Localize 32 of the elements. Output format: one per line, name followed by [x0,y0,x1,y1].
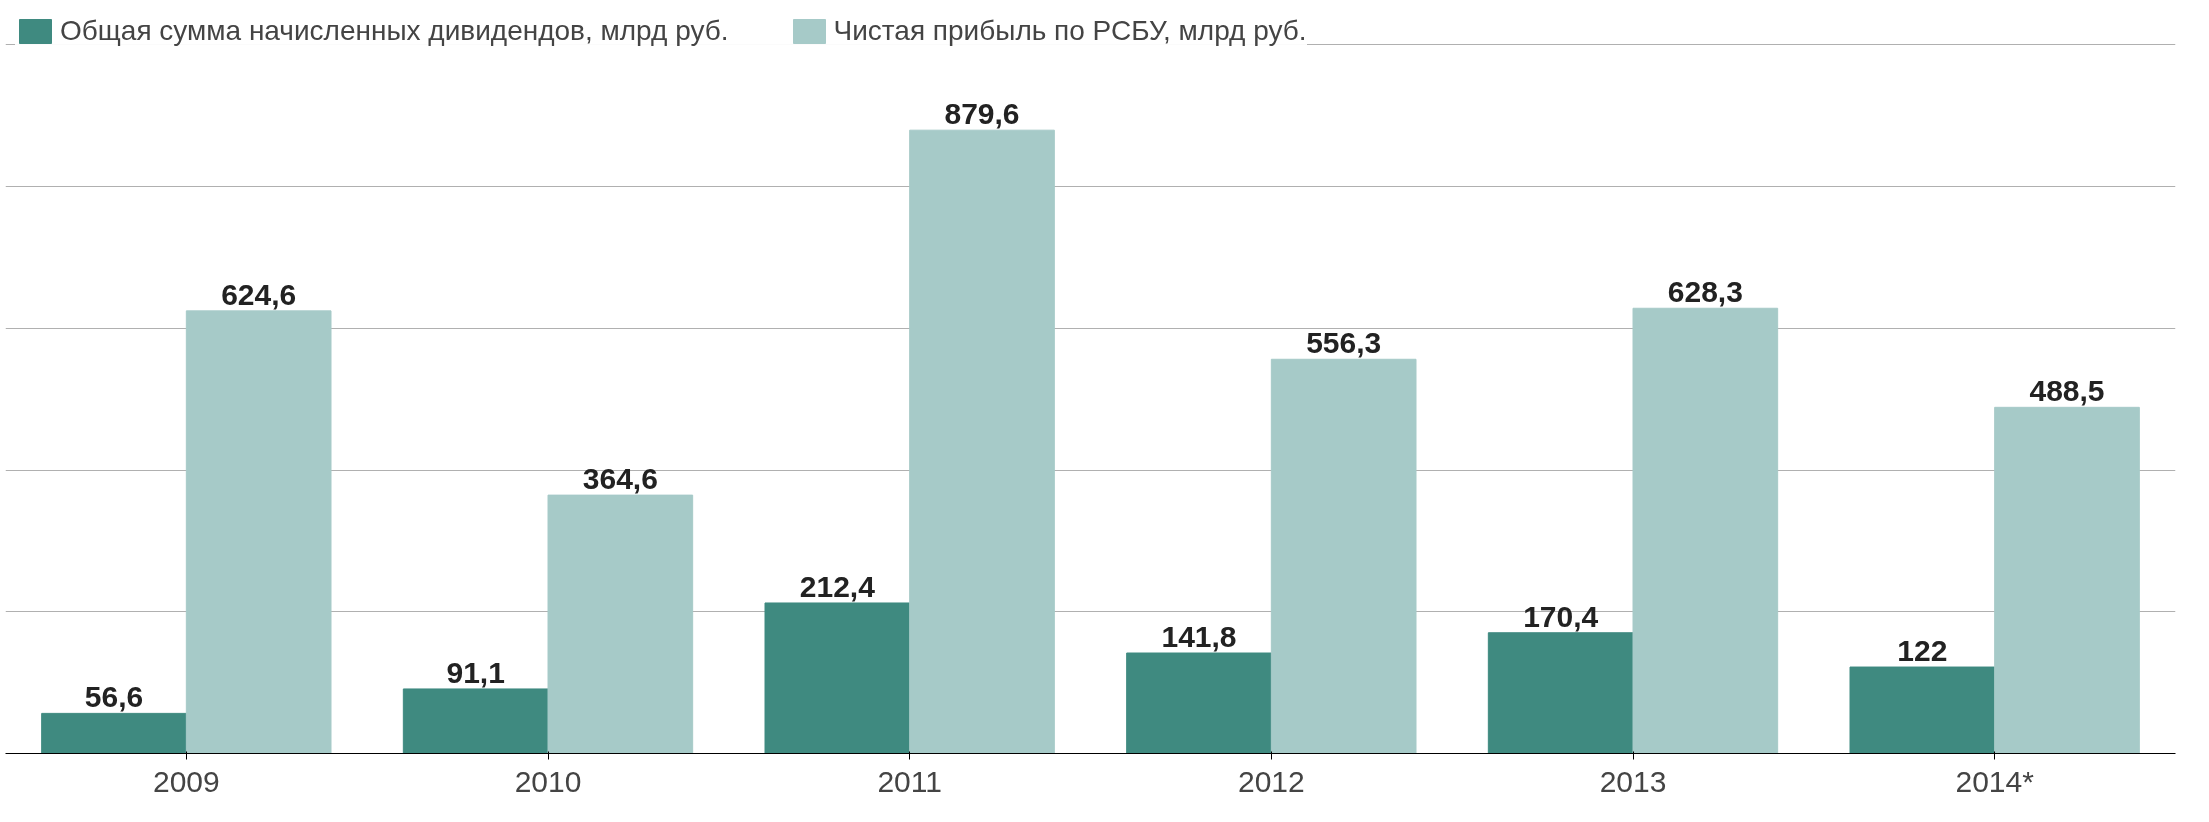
bar [547,494,694,754]
data-label: 56,6 [84,680,144,714]
bar [909,129,1055,754]
bar [1632,307,1779,754]
data-label: 364,6 [582,462,658,496]
data-label: 624,6 [221,277,297,311]
data-label: 122 [1897,634,1948,668]
bar [41,712,187,754]
x-tick-label: 2009 [152,764,220,798]
x-tick-label: 2012 [1237,764,1305,798]
data-label: 212,4 [799,569,876,603]
bar [402,688,549,754]
data-label: 879,6 [944,97,1020,131]
bar [1487,632,1634,754]
x-tick-label: 2010 [514,764,582,798]
legend-label: Общая сумма начисленных дивидендов, млрд руб. [60,15,729,47]
bar [1849,666,1996,754]
x-tick-label: 2014* [1955,764,2035,798]
data-label: 91,1 [446,655,505,689]
bar [185,310,332,754]
data-label: 628,3 [1667,275,1743,309]
bar [1126,652,1272,754]
legend-label: Чистая прибыль по РСБУ, млрд руб. [833,15,1307,47]
bar [764,602,911,754]
data-label: 488,5 [2029,374,2105,408]
x-tick-label: 2013 [1599,764,1667,798]
bar [1994,406,2140,754]
data-label: 170,4 [1523,599,1599,633]
data-label: 556,3 [1306,326,1382,360]
x-tick-label: 2011 [877,764,942,798]
bar [1270,358,1417,754]
data-label: 141,8 [1161,620,1237,654]
